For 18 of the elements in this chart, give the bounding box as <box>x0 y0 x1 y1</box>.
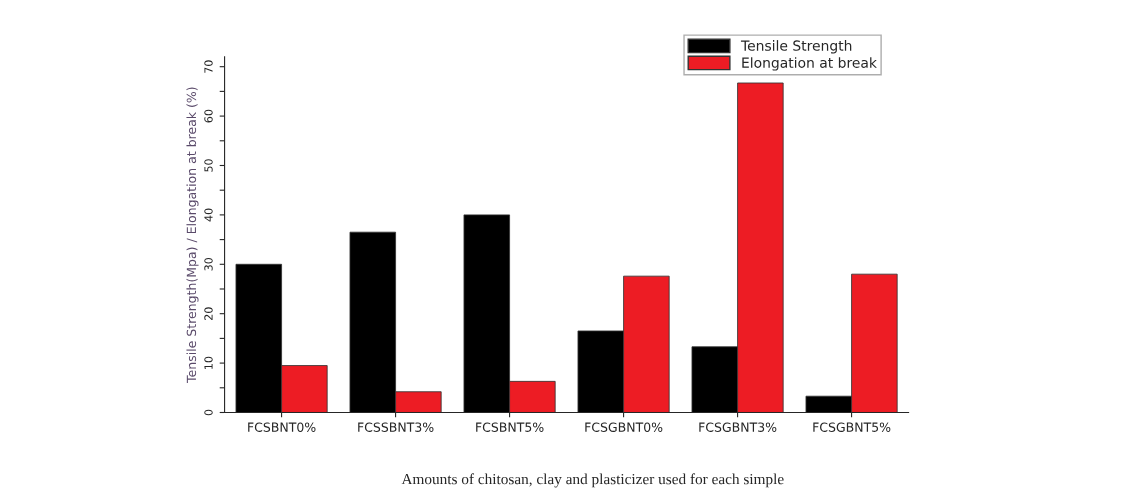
legend-label: Tensile Strength <box>740 40 852 54</box>
legend-label: Elongation at break <box>742 57 877 71</box>
y-tick-label: 10 <box>204 356 213 369</box>
x-tick-label: FCSBNT0% <box>248 422 316 432</box>
x-tick-label: FCSGBNT3% <box>699 422 777 432</box>
y-tick-label: 0 <box>204 409 213 416</box>
x-tick-label: FCSGBNT5% <box>813 422 891 432</box>
y-tick-label: 60 <box>204 109 213 123</box>
y-tick-label: 50 <box>204 159 213 172</box>
y-tick-label: 30 <box>204 257 213 271</box>
x-axis-title: Amounts of chitosan, clay and plasticizer used for each simple <box>401 473 784 488</box>
x-tick-label: FCSSBNT3% <box>358 422 434 432</box>
y-tick-label: 40 <box>204 208 213 222</box>
x-tick-label: FCSBNT5% <box>476 422 544 432</box>
x-tick-label: FCSGBNT0% <box>585 422 663 432</box>
y-tick-label: 20 <box>204 307 213 320</box>
y-tick-label: 70 <box>204 60 213 73</box>
y-axis-title: Tensile Strength(Mpa) / Elongation at break (%) <box>186 87 199 383</box>
